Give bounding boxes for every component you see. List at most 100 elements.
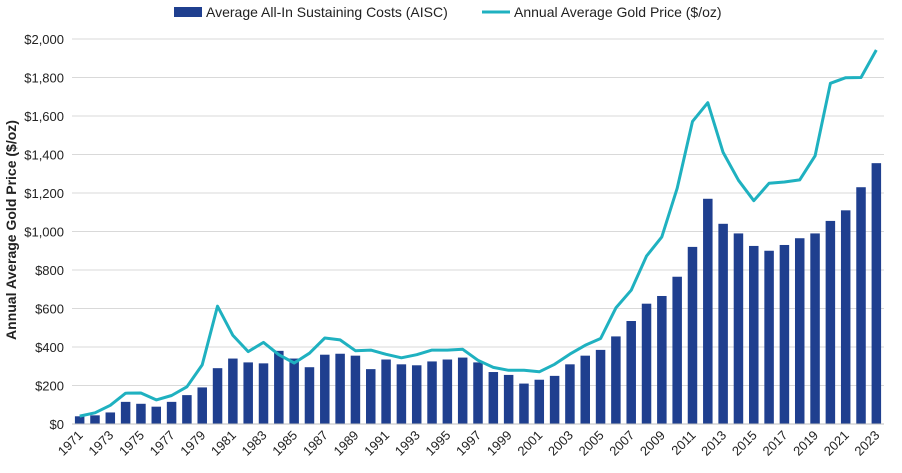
x-tick-label: 2009 (637, 428, 668, 459)
x-tick-label: 1979 (177, 428, 208, 459)
bar (657, 295, 667, 424)
bar (228, 358, 238, 424)
bar (626, 321, 636, 424)
bar (488, 372, 499, 424)
bar (289, 358, 299, 424)
bar (166, 401, 177, 424)
bar (335, 353, 345, 424)
bar (457, 357, 468, 424)
x-tick-label: 1989 (330, 428, 361, 459)
bar (120, 401, 131, 424)
y-tick-label: $1,200 (24, 186, 64, 201)
legend-label-aisc: Average All-In Sustaining Costs (AISC) (206, 4, 448, 20)
bar (580, 355, 590, 424)
x-tick-label: 1973 (85, 428, 116, 459)
x-tick-label: 1983 (239, 428, 270, 459)
x-tick-label: 1981 (208, 428, 239, 459)
y-tick-label: $600 (35, 302, 64, 317)
gridlines (72, 38, 884, 386)
bar (105, 412, 116, 424)
x-tick-label: 2017 (759, 428, 790, 459)
x-tick-label: 2019 (790, 428, 821, 459)
bar (810, 233, 820, 424)
x-tick-label: 2013 (698, 428, 729, 459)
bar (856, 187, 866, 424)
x-tick-label: 2021 (821, 428, 852, 459)
bar (749, 245, 759, 424)
y-tick-label: $1,600 (24, 109, 64, 124)
x-tick-label: 2011 (668, 428, 698, 458)
x-tick-label: 1971 (55, 428, 86, 459)
bar (396, 364, 407, 424)
bar (534, 379, 545, 424)
bar (212, 368, 223, 424)
y-tick-label: $1,400 (24, 148, 64, 163)
bar (350, 355, 361, 424)
bar (304, 367, 315, 424)
bar (565, 364, 575, 424)
x-tick-label: 2023 (851, 428, 882, 459)
bars-aisc (74, 163, 882, 424)
bar (641, 303, 652, 424)
bar (427, 361, 437, 424)
y-axis-title: Annual Average Gold Price ($/oz) (3, 120, 19, 340)
bar (703, 198, 713, 424)
bar (258, 363, 269, 424)
bar (503, 374, 514, 424)
bar (794, 238, 805, 424)
legend-label-gold-price: Annual Average Gold Price ($/oz) (514, 4, 722, 20)
bar (442, 359, 453, 424)
bar (549, 375, 560, 424)
bar (274, 350, 284, 424)
bar (779, 244, 790, 424)
legend-swatch-aisc (174, 7, 202, 17)
x-tick-label: 1975 (116, 428, 147, 459)
bar (151, 406, 162, 424)
x-tick-label: 2003 (545, 428, 576, 459)
bar (243, 362, 253, 424)
bar (718, 223, 728, 424)
bar (519, 383, 529, 424)
bar (320, 354, 330, 424)
x-tick-label: 1995 (422, 428, 453, 459)
bar (473, 362, 483, 424)
x-tick-label: 1999 (484, 428, 515, 459)
bar (74, 416, 85, 424)
y-tick-label: $1,000 (24, 225, 64, 240)
bar (366, 369, 376, 424)
bar (687, 246, 698, 424)
bar (381, 359, 391, 424)
y-tick-label: $1,800 (24, 71, 64, 86)
y-tick-label: $0 (50, 417, 64, 432)
y-tick-label: $2,000 (24, 32, 64, 47)
y-tick-label: $400 (35, 340, 64, 355)
bar (825, 220, 836, 424)
bar (840, 210, 851, 424)
bar (90, 415, 100, 424)
x-tick-label: 1993 (392, 428, 423, 459)
legend: Average All-In Sustaining Costs (AISC) A… (174, 4, 722, 20)
x-tick-label: 1997 (453, 428, 484, 459)
y-axis-ticks: $0 $200 $400 $600 $800 $1,000 $1,200 $1,400 $1,6… (24, 32, 64, 432)
x-tick-label: 1987 (300, 428, 331, 459)
x-axis-ticks: 1971 1973 1975 1977 1979 1981 1983 1985 1987 1989… (55, 428, 883, 459)
bar (136, 403, 146, 424)
x-tick-label: 2015 (729, 428, 760, 459)
x-tick-label: 1977 (147, 428, 178, 459)
bar (411, 365, 422, 424)
x-tick-label: 1985 (269, 428, 300, 459)
y-tick-label: $200 (35, 379, 64, 394)
x-tick-label: 1991 (361, 428, 392, 459)
y-tick-label: $800 (35, 263, 64, 278)
line-gold-price-layer (79, 49, 878, 418)
bar (871, 163, 882, 424)
bar (182, 395, 192, 424)
x-tick-label: 2001 (514, 428, 545, 459)
bar (611, 336, 621, 424)
x-tick-label: 2005 (576, 428, 607, 459)
bar (764, 250, 774, 424)
bar (672, 276, 682, 424)
bar (733, 233, 744, 424)
